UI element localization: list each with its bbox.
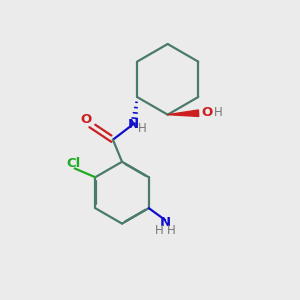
Text: Cl: Cl <box>66 157 80 169</box>
Text: N: N <box>128 118 139 130</box>
Text: H: H <box>167 224 176 237</box>
Text: H: H <box>214 106 223 119</box>
Text: O: O <box>80 113 91 126</box>
Text: H: H <box>138 122 147 135</box>
Polygon shape <box>168 110 199 116</box>
Text: O: O <box>201 106 212 119</box>
Text: N: N <box>160 216 171 229</box>
Text: H: H <box>155 224 164 237</box>
